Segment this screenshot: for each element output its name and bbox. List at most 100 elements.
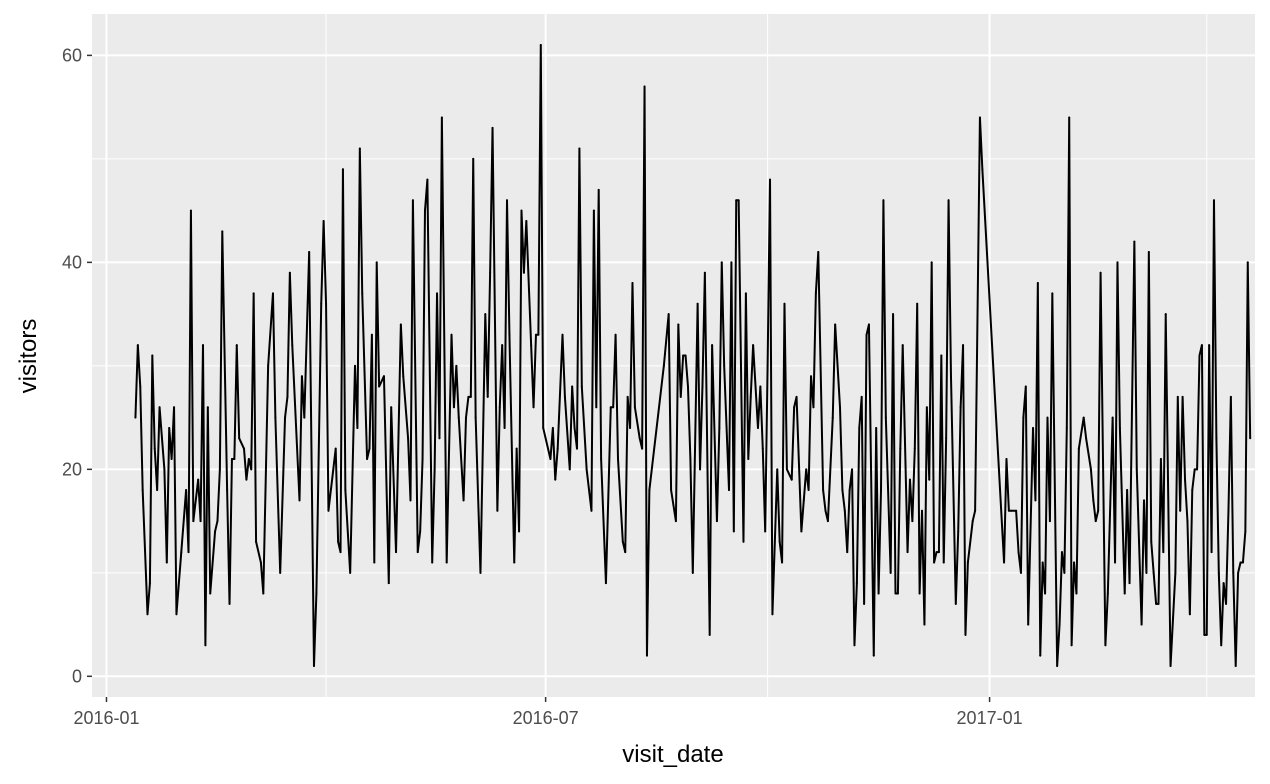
data-point (356, 426, 359, 429)
data-point (889, 571, 892, 574)
data-point (708, 633, 711, 636)
data-point (590, 509, 593, 512)
data-point (617, 457, 619, 460)
data-point (940, 354, 943, 357)
data-point (682, 354, 685, 357)
data-point (409, 499, 412, 502)
data-point (498, 406, 501, 409)
data-point (906, 551, 909, 554)
data-point (877, 592, 880, 595)
data-point (271, 292, 274, 295)
data-point (643, 85, 646, 88)
data-point (1007, 509, 1010, 512)
data-point (1152, 571, 1155, 574)
data-point (170, 457, 173, 460)
data-point (918, 592, 921, 595)
data-point (892, 313, 895, 316)
data-point (216, 520, 219, 523)
data-point (532, 406, 535, 409)
data-point (252, 292, 255, 295)
data-point (151, 354, 154, 357)
data-point (882, 199, 885, 202)
data-point (1065, 426, 1068, 429)
data-point (491, 126, 494, 129)
data-point (1056, 664, 1059, 667)
data-point (201, 344, 204, 347)
data-point (747, 457, 750, 460)
data-point (1068, 116, 1071, 119)
data-point (580, 385, 583, 388)
data-point (563, 395, 566, 398)
data-point (771, 613, 774, 616)
data-point (1222, 582, 1225, 585)
data-point (1157, 602, 1160, 605)
data-point (358, 147, 361, 150)
data-point (578, 147, 581, 150)
data-point (1082, 416, 1085, 419)
data-point (851, 468, 854, 471)
data-point (571, 385, 574, 388)
data-point (1135, 468, 1138, 471)
data-point (1193, 468, 1196, 471)
data-point (1048, 520, 1051, 523)
data-point (604, 582, 607, 585)
data-point (908, 478, 911, 481)
data-point (431, 561, 434, 564)
data-point (375, 261, 378, 264)
data-point (573, 426, 576, 429)
data-point (1114, 561, 1117, 564)
data-point (631, 282, 634, 285)
data-point (262, 592, 265, 595)
data-point (136, 344, 139, 347)
data-point (395, 551, 398, 554)
data-point (455, 364, 458, 367)
data-point (373, 561, 376, 564)
data-point (387, 582, 390, 585)
data-point (930, 261, 933, 264)
y-tick-label: 40 (62, 252, 82, 272)
data-point (913, 447, 916, 450)
data-point (1099, 271, 1102, 274)
data-point (1227, 509, 1230, 512)
data-point (860, 395, 863, 398)
data-point (1041, 561, 1044, 564)
major-gridlines (92, 14, 1255, 697)
data-point (1174, 571, 1177, 574)
data-point (667, 313, 670, 316)
data-point (947, 199, 950, 202)
data-point (954, 602, 957, 605)
data-point (925, 406, 928, 409)
data-point (928, 478, 931, 481)
data-point (901, 344, 904, 347)
data-point (1085, 437, 1088, 440)
data-point (853, 644, 856, 647)
data-point (621, 540, 624, 543)
data-point (484, 313, 487, 316)
data-point (274, 416, 277, 419)
data-point (648, 489, 651, 492)
data-point (341, 168, 344, 171)
data-point (684, 354, 687, 357)
data-point (267, 364, 270, 367)
data-point (645, 654, 648, 657)
data-point (1128, 582, 1131, 585)
data-point (214, 530, 217, 533)
data-point (600, 457, 603, 460)
data-point (291, 344, 294, 347)
data-point (1046, 416, 1049, 419)
data-point (769, 178, 772, 181)
data-point (585, 468, 588, 471)
data-point (921, 509, 924, 512)
data-point (141, 489, 144, 492)
data-point (795, 395, 798, 398)
data-point (812, 406, 815, 409)
data-point (438, 437, 441, 440)
data-point (1169, 664, 1172, 667)
data-point (677, 323, 680, 326)
data-point (916, 302, 919, 305)
data-point (1200, 344, 1203, 347)
data-point (1097, 509, 1100, 512)
data-point (1060, 551, 1063, 554)
data-point (575, 447, 578, 450)
data-point (474, 416, 477, 419)
